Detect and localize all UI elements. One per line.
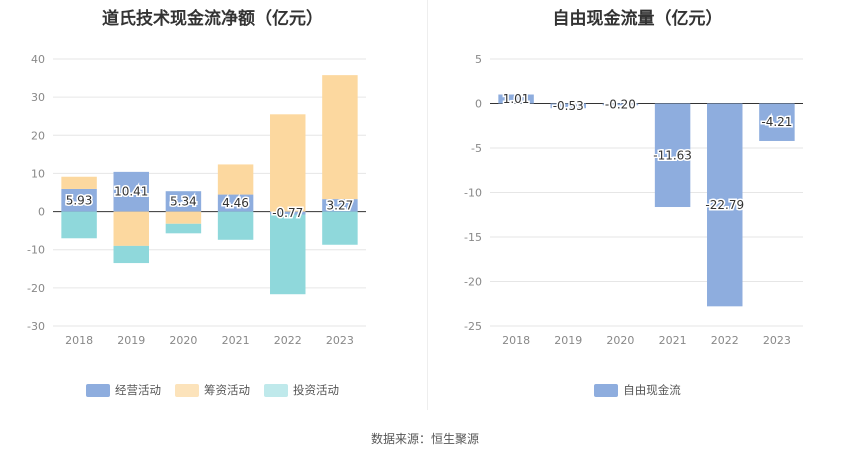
y-tick-label: 0 bbox=[38, 206, 45, 219]
bar-fcf bbox=[654, 103, 691, 208]
legend-label: 经营活动 bbox=[115, 383, 161, 397]
bar-investing bbox=[217, 211, 254, 240]
x-tick-label: 2021 bbox=[222, 334, 250, 347]
bar-financing bbox=[165, 211, 202, 224]
y-tick-label: -25 bbox=[464, 320, 482, 333]
bar-operating bbox=[165, 191, 202, 212]
x-tick-label: 2018 bbox=[502, 334, 530, 347]
data-label: -22.79 bbox=[705, 198, 744, 212]
data-label: 3.27 bbox=[327, 198, 354, 212]
y-tick-label: 5 bbox=[475, 53, 482, 66]
fcf-chart: 5 0 -5 -10 -15 -20 -25 2018 2019 2020 2021 2022 2023… bbox=[464, 53, 803, 347]
legend-swatch-financing bbox=[175, 383, 199, 397]
x-tick-label: 2019 bbox=[554, 334, 582, 347]
x-tick-label: 2023 bbox=[326, 334, 354, 347]
data-label: 5.34 bbox=[170, 194, 197, 208]
cashflow-chart: 40 30 20 10 0 -10 -20 -30 2018 2019 2020 2021 2022 20… bbox=[27, 53, 366, 347]
chart-title: 道氏技术现金流净额（亿元） bbox=[102, 9, 323, 29]
x-tick-label: 2020 bbox=[169, 334, 197, 347]
data-label: -11.63 bbox=[653, 148, 692, 162]
data-label: -0.77 bbox=[272, 206, 303, 220]
x-tick-label: 2018 bbox=[65, 334, 93, 347]
x-tick-label: 2020 bbox=[606, 334, 634, 347]
bar-financing bbox=[270, 114, 306, 212]
legend-item-fcf[interactable]: 自由现金流 bbox=[594, 382, 681, 398]
bar-investing bbox=[61, 211, 97, 239]
legend-label: 自由现金流 bbox=[623, 383, 681, 397]
data-label: 10.41 bbox=[114, 185, 148, 199]
y-tick-label: -10 bbox=[464, 187, 482, 200]
y-tick-label: 30 bbox=[31, 91, 45, 104]
data-label: -0.53 bbox=[553, 99, 584, 113]
bar-financing bbox=[217, 164, 254, 195]
bar-financing bbox=[322, 75, 358, 200]
cashflow-chart-panel: 道氏技术现金流净额（亿元） 40 30 20 10 0 -10 -20 -30 2018 2019… bbox=[0, 0, 425, 420]
bar-operating bbox=[61, 188, 97, 212]
y-tick-label: -20 bbox=[464, 276, 482, 289]
bar-operating bbox=[322, 199, 358, 212]
x-tick-label: 2023 bbox=[763, 334, 791, 347]
bar-fcf bbox=[498, 94, 534, 104]
bar-investing bbox=[322, 211, 358, 245]
x-tick-label: 2022 bbox=[274, 334, 302, 347]
bar-fcf bbox=[550, 103, 586, 109]
y-tick-label: 20 bbox=[31, 129, 45, 142]
x-tick-label: 2022 bbox=[711, 334, 739, 347]
legend-swatch-investing bbox=[264, 383, 288, 397]
data-label: 1.01 bbox=[503, 92, 530, 106]
y-tick-label: -20 bbox=[27, 282, 45, 295]
bar-operating bbox=[217, 194, 254, 212]
data-label: -0.20 bbox=[605, 97, 636, 111]
bar-fcf bbox=[707, 103, 743, 307]
panel-divider bbox=[427, 0, 428, 410]
legend-label: 筹资活动 bbox=[204, 383, 250, 397]
chart-legend: 经营活动 筹资活动 投资活动 bbox=[0, 382, 425, 398]
data-label: 5.93 bbox=[66, 193, 93, 207]
bar-investing bbox=[270, 214, 306, 295]
legend-label: 投资活动 bbox=[293, 383, 339, 397]
data-label: 4.46 bbox=[222, 196, 249, 210]
legend-item-operating[interactable]: 经营活动 bbox=[86, 382, 161, 398]
x-tick-label: 2021 bbox=[659, 334, 687, 347]
y-tick-label: -10 bbox=[27, 244, 45, 257]
legend-swatch-fcf bbox=[594, 383, 619, 397]
bar-operating bbox=[113, 171, 149, 212]
bar-fcf bbox=[759, 103, 795, 141]
y-tick-label: 10 bbox=[31, 167, 45, 180]
bar-fcf bbox=[602, 103, 639, 106]
fcf-chart-panel: 自由现金流量（亿元） 5 0 -5 -10 -15 -20 -25 2018 2019 2020 2… bbox=[425, 0, 850, 420]
y-tick-label: 0 bbox=[475, 98, 482, 111]
legend-item-financing[interactable]: 筹资活动 bbox=[175, 382, 250, 398]
bar-financing bbox=[61, 176, 97, 189]
bar-investing bbox=[165, 223, 202, 234]
y-tick-label: -15 bbox=[464, 231, 482, 244]
chart-legend: 自由现金流 bbox=[425, 382, 850, 398]
y-tick-label: -30 bbox=[27, 320, 45, 333]
x-tick-label: 2019 bbox=[117, 334, 145, 347]
y-tick-label: 40 bbox=[31, 53, 45, 66]
bar-investing bbox=[113, 245, 149, 264]
data-source: 数据来源：恒生聚源 bbox=[370, 432, 479, 446]
chart-title: 自由现金流量（亿元） bbox=[552, 9, 723, 29]
legend-swatch-operating bbox=[86, 383, 110, 397]
bar-operating bbox=[270, 211, 306, 215]
legend-item-investing[interactable]: 投资活动 bbox=[264, 382, 339, 398]
data-label: -4.21 bbox=[761, 115, 792, 129]
y-tick-label: -5 bbox=[471, 142, 482, 155]
bar-financing bbox=[113, 211, 149, 246]
